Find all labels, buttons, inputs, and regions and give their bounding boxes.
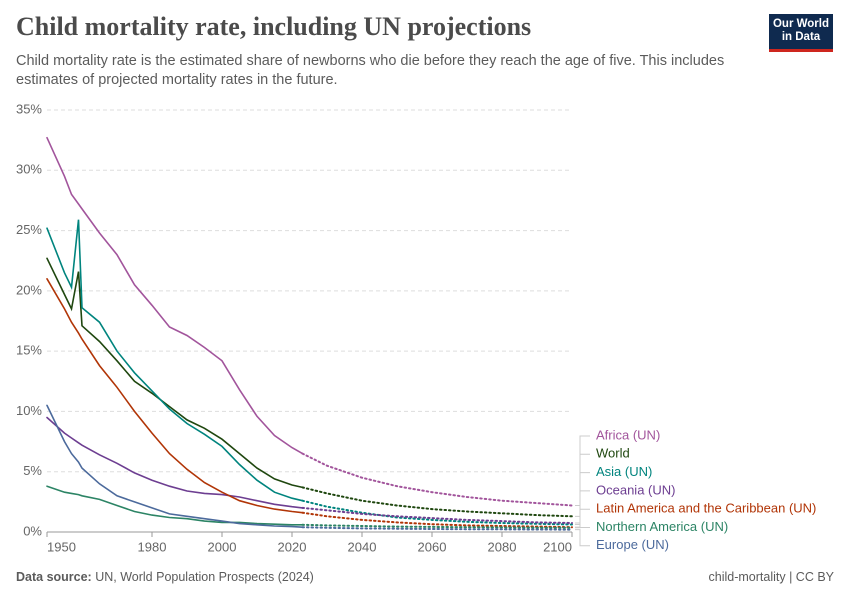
x-tick-label: 1980: [138, 539, 167, 554]
legend-label: Latin America and the Caribbean (UN): [596, 501, 816, 516]
logo[interactable]: Our World in Data: [769, 14, 833, 52]
series-line: [46, 416, 304, 509]
source-text: UN, World Population Prospects (2024): [95, 570, 314, 584]
y-tick-label: 35%: [16, 101, 42, 116]
legend-label: Northern America (UN): [596, 519, 728, 534]
projection-line: [301, 452, 573, 507]
projection-line: [301, 526, 573, 531]
x-tick-label: 1950: [47, 539, 76, 554]
x-tick-label: 2040: [348, 539, 377, 554]
source: Data source: UN, World Population Prospe…: [16, 570, 314, 584]
x-tick-label: 2060: [418, 539, 447, 554]
logo-line: in Data: [781, 31, 821, 43]
label-connector: [575, 490, 590, 524]
label-connector: [575, 435, 590, 506]
label-connector: [575, 508, 590, 528]
series-line: [46, 404, 304, 528]
credit: child-mortality | CC BY: [708, 570, 835, 584]
legend-label: Africa (UN): [596, 427, 660, 442]
x-tick-label: 2080: [488, 539, 517, 554]
chart-title: Child mortality rate, including UN proje…: [16, 12, 532, 41]
legend-label: Oceania (UN): [596, 482, 675, 497]
y-tick-label: 0%: [23, 523, 42, 538]
y-tick-label: 15%: [16, 343, 42, 358]
y-tick-label: 5%: [23, 463, 42, 478]
projection-line: [301, 499, 573, 526]
label-connector: [575, 453, 590, 517]
y-tick-label: 10%: [16, 403, 42, 418]
series-line: [46, 485, 304, 526]
series-line: [46, 278, 304, 514]
x-tick-label: 2020: [278, 539, 307, 554]
y-tick-label: 30%: [16, 162, 42, 177]
y-tick-label: 20%: [16, 282, 42, 297]
projection-line: [301, 486, 573, 518]
projection-line: [301, 511, 573, 529]
series-line: [46, 136, 304, 455]
legend-label: Europe (UN): [596, 537, 669, 552]
label-connector: [575, 529, 590, 547]
x-tick-label: 2000: [208, 539, 237, 554]
legend-label: Asia (UN): [596, 464, 652, 479]
y-tick-label: 25%: [16, 222, 42, 237]
source-label: Data source:: [16, 570, 92, 584]
series-line: [46, 257, 304, 489]
chart-subtitle: Child mortality rate is the estimated sh…: [16, 53, 725, 88]
series-line: [46, 219, 304, 502]
logo-line: Our World: [772, 18, 829, 30]
projection-line: [301, 506, 573, 524]
legend-label: World: [596, 446, 630, 461]
projection-line: [301, 523, 573, 529]
x-tick-label: 2100: [543, 539, 572, 554]
